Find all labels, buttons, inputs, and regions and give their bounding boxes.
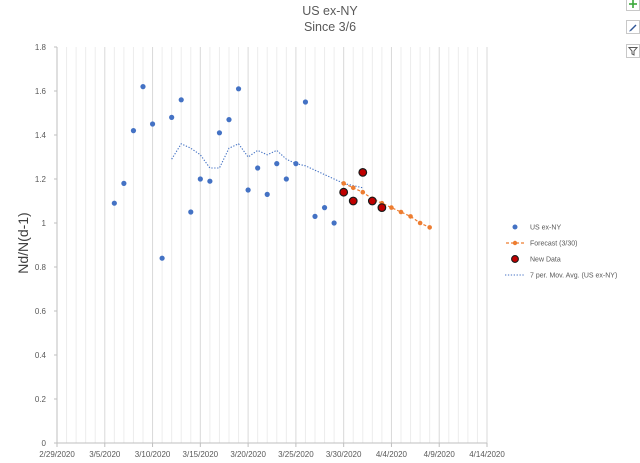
- legend-entry-label: New Data: [530, 257, 561, 264]
- data-point: [235, 86, 242, 92]
- new-data-point: [358, 167, 368, 177]
- legend-marker-new-data: [511, 255, 519, 263]
- data-point: [130, 128, 137, 134]
- x-tick-label: 4/14/2020: [469, 450, 505, 459]
- y-tick-label: 1: [42, 219, 47, 228]
- data-point: [245, 187, 251, 193]
- y-tick-label: 0.6: [35, 307, 47, 316]
- data-point: [197, 176, 203, 182]
- legend: US ex-NY Forecast (3/30) New Data 7 per. Mo…: [505, 224, 617, 280]
- data-point: [331, 220, 337, 226]
- plus-icon: [629, 0, 637, 8]
- data-point: [302, 99, 309, 105]
- data-point: [188, 209, 194, 215]
- forecast-point: [417, 220, 423, 226]
- axes: 0 0.2 0.4 0.6 0.8 1 1.2 1.4 1.6 1.8 2/29/2020 3/5/2…: [35, 43, 505, 459]
- data-point: [216, 130, 223, 136]
- new-data-point: [377, 203, 387, 213]
- plot-area: [111, 84, 432, 261]
- y-tick-label: 1.8: [35, 43, 47, 52]
- data-point: [169, 114, 175, 120]
- forecast-point: [360, 189, 366, 195]
- y-tick-label: 1.2: [35, 175, 47, 184]
- forecast-point: [350, 185, 356, 191]
- y-tick-label: 1.4: [35, 131, 47, 140]
- moving-average-line: [171, 143, 363, 189]
- legend-entry-label: US ex-NY: [530, 225, 561, 232]
- y-tick-label: 0: [42, 439, 47, 448]
- chart-filters-button[interactable]: [626, 44, 640, 58]
- brush-icon: [629, 24, 637, 32]
- y-tick-label: 1.6: [35, 87, 47, 96]
- data-point: [178, 97, 184, 103]
- x-tick-label: 3/15/2020: [183, 450, 219, 459]
- x-tick-label: 3/25/2020: [278, 450, 314, 459]
- legend-marker-forecast: [512, 240, 518, 246]
- x-tick-label: 3/30/2020: [326, 450, 362, 459]
- x-tick-label: 3/20/2020: [230, 450, 266, 459]
- y-tick-label: 0.2: [35, 395, 47, 404]
- new-data-point: [367, 196, 377, 206]
- y-tick-label: 0.4: [35, 351, 47, 360]
- data-point: [140, 84, 146, 90]
- data-point: [274, 161, 280, 167]
- forecast-point: [398, 209, 404, 215]
- forecast-point: [341, 181, 346, 186]
- gridlines: [56, 47, 488, 443]
- data-point: [321, 205, 328, 211]
- legend-entry-label: 7 per. Mov. Avg. (US ex-NY): [530, 273, 617, 280]
- data-point: [264, 191, 270, 197]
- x-tick-label: 3/5/2020: [89, 450, 121, 459]
- forecast-point: [427, 225, 432, 230]
- x-tick-label: 4/9/2020: [424, 450, 456, 459]
- chart-elements-button[interactable]: [626, 0, 640, 11]
- legend-marker-us-ex-ny: [512, 224, 518, 230]
- forecast-point: [389, 205, 394, 210]
- x-tick-label: 2/29/2020: [39, 450, 75, 459]
- chart-title: US ex-NY: [302, 4, 358, 18]
- data-point: [255, 165, 261, 171]
- data-point: [226, 117, 232, 123]
- data-point: [283, 176, 289, 182]
- x-tick-label: 3/10/2020: [135, 450, 171, 459]
- data-point: [149, 121, 156, 127]
- x-tick-label: 4/4/2020: [376, 450, 408, 459]
- chart-styles-button[interactable]: [626, 20, 640, 34]
- chart-subtitle: Since 3/6: [304, 20, 356, 34]
- forecast-point: [408, 214, 413, 219]
- data-point: [293, 161, 299, 167]
- new-data-point: [339, 187, 349, 197]
- legend-entry-label: Forecast (3/30): [530, 241, 577, 248]
- y-axis-label: Nd/N(d-1): [15, 212, 31, 273]
- forecast-line: [343, 182, 430, 228]
- new-data-point: [348, 196, 358, 206]
- y-tick-label: 0.8: [35, 263, 47, 272]
- funnel-icon: [628, 47, 638, 56]
- data-point: [121, 180, 127, 186]
- data-point: [159, 255, 165, 261]
- data-point: [111, 200, 117, 206]
- data-point: [312, 213, 318, 219]
- data-point: [207, 178, 213, 184]
